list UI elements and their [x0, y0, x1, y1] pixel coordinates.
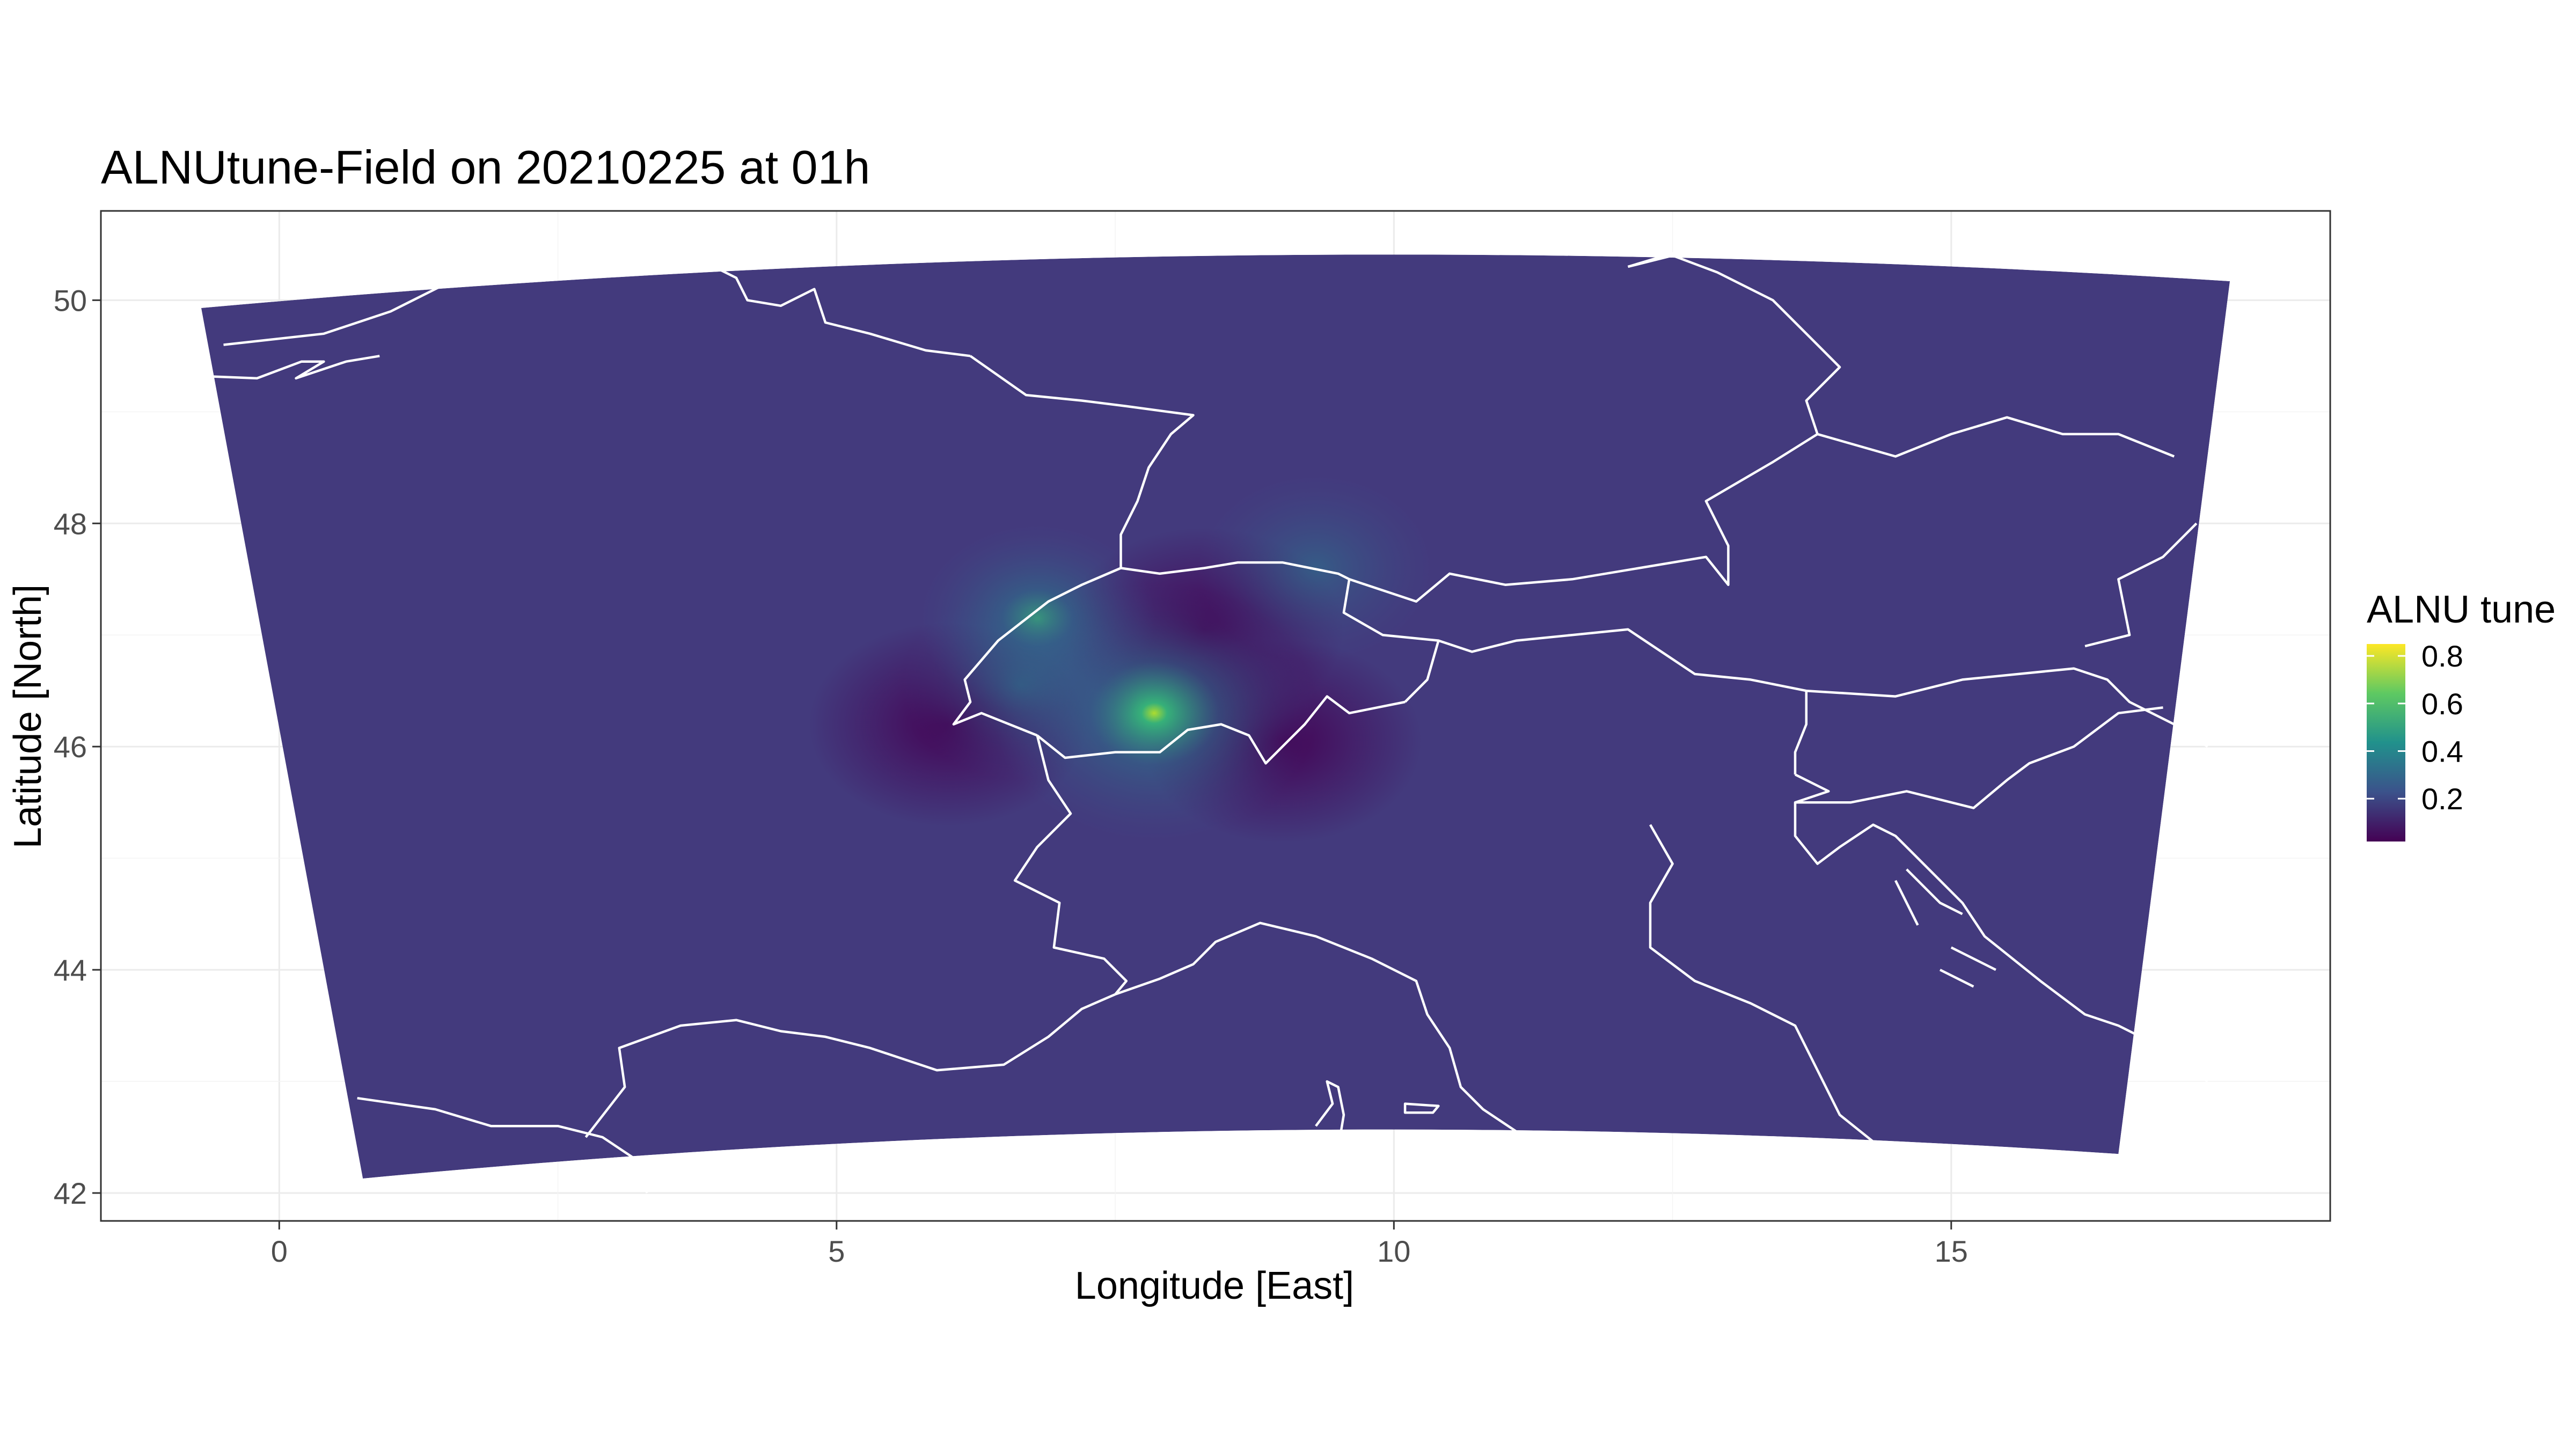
legend-tick-label: 0.4	[2421, 735, 2463, 769]
x-tick-label: 10	[1377, 1234, 1410, 1268]
x-tick-label: 15	[1935, 1234, 1968, 1268]
y-tick-label: 50	[54, 283, 87, 317]
adriatic-italian-coast	[1649, 824, 1897, 1161]
chart-title: ALNUtune-Field on 20210225 at 01h	[101, 141, 870, 194]
slovenia-borders	[1806, 667, 2208, 748]
y-axis-title: Latitude [North]	[6, 584, 49, 848]
normandy-coast	[201, 355, 380, 380]
swiss-france-border	[952, 567, 1122, 737]
corsica-north	[1315, 1080, 1345, 1149]
france-belgium-border	[589, 211, 971, 357]
x-tick-label: 5	[828, 1234, 845, 1268]
germany-czech-border	[1627, 243, 1729, 268]
germany-austria-border	[1349, 433, 1818, 603]
elba-island	[1403, 1102, 1440, 1114]
swiss-italy-border	[1036, 695, 1406, 765]
swiss-northern-border	[1121, 561, 1350, 581]
field-maximum	[902, 590, 1139, 780]
austria-hungary-border	[2084, 522, 2198, 648]
y-tick-label: 42	[54, 1176, 87, 1210]
legend-title: ALNU tune	[2367, 588, 2556, 631]
spain-coast	[357, 1096, 648, 1194]
x-tick-label: 0	[271, 1234, 288, 1268]
mediterranean-coast-france	[584, 993, 1116, 1138]
italy-slovenia-border	[1794, 691, 1808, 775]
slovenia-croatia-border	[1795, 706, 2163, 809]
legend-colorbar	[2367, 644, 2405, 841]
y-tick-label: 46	[54, 730, 87, 764]
legend-tick-label: 0.2	[2421, 782, 2463, 816]
france-italy-border	[1013, 735, 1128, 996]
y-tick-label: 48	[54, 507, 87, 540]
czech-border	[1627, 254, 2175, 458]
swiss-austria-border	[1342, 579, 1440, 703]
legend-tick-label: 0.6	[2421, 687, 2463, 721]
dalmatian-islands	[1894, 868, 1996, 988]
ligurian-coast	[1115, 921, 1573, 1161]
istria-croatia-coast	[1794, 773, 2208, 1082]
plot-panel-border	[100, 210, 2331, 1222]
x-axis-title: Longitude [East]	[1075, 1264, 1354, 1307]
alnu-field-raster	[201, 254, 2230, 1179]
austria-italy-border	[1438, 628, 1807, 692]
channel-coast-north	[223, 221, 515, 346]
colorbar-legend: ALNU tune 0.2 0.4 0.6 0.8	[2367, 588, 2556, 841]
y-tick-label: 44	[54, 953, 87, 987]
x-axis: 0 5 10 15	[271, 1221, 1968, 1268]
france-germany-border	[969, 355, 1195, 568]
y-axis: 42 44 46 48 50	[54, 283, 101, 1210]
country-borders-and-coastlines	[201, 211, 2208, 1194]
legend-tick-label: 0.8	[2421, 639, 2463, 673]
